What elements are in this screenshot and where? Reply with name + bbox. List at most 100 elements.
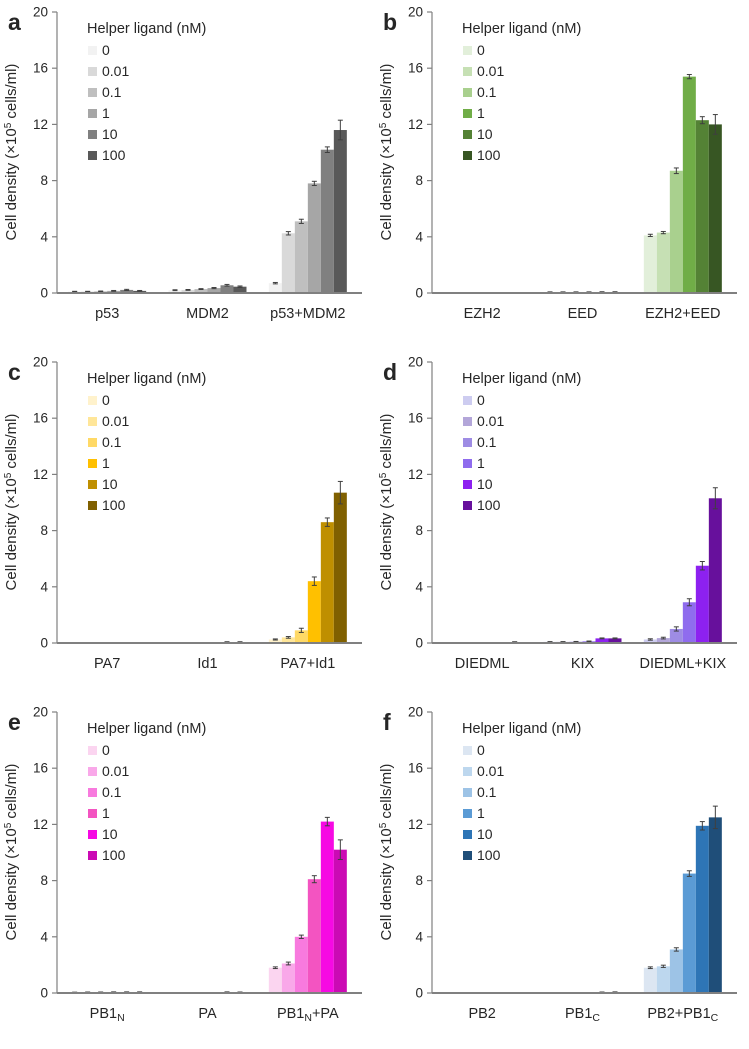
legend-swatch [88,501,97,510]
bar [669,170,683,293]
legend-label: 1 [102,455,110,471]
y-tick-label: 4 [40,929,48,944]
legend-label: 10 [102,476,118,492]
panel-a-chart: a 0 4 8 12 16 20 Cell density (×105 cells/ml) p5… [0,0,374,350]
category-label: EZH2+EED [645,306,720,322]
legend-swatch [88,767,97,776]
bar [307,183,321,293]
y-tick-label: 20 [408,355,423,370]
category-label: DIEDML+KIX [640,656,727,672]
bar [608,638,622,643]
legend-label: 10 [102,826,118,842]
legend-label: 100 [102,847,126,863]
bar [695,565,709,643]
legend-label: 0 [102,42,110,58]
y-tick-label: 12 [33,117,48,132]
y-tick-label: 8 [415,873,423,888]
legend-label: 10 [477,126,493,142]
bar [643,235,657,293]
legend-swatch [88,67,97,76]
y-axis-title: Cell density (×105 cells/ml) [3,414,20,591]
bar [133,290,147,293]
panel-letter: e [8,709,21,735]
bar [708,498,722,643]
bar [307,879,321,993]
bar [194,289,208,293]
panel-d-svg: d 0 4 8 12 16 20 Cell density (×105 cells/ml) DI… [378,355,737,672]
y-tick-label: 8 [40,173,48,188]
panel-letter: c [8,359,21,385]
legend-label: 0.01 [102,63,129,79]
legend-label: 0 [477,742,485,758]
legend-swatch [463,788,472,797]
bar [695,120,709,293]
legend-label: 0.1 [477,84,497,100]
legend-swatch [463,480,472,489]
legend-label: 10 [102,126,118,142]
legend-swatch [88,809,97,818]
panel-letter: a [8,9,21,35]
category-label: Id1 [197,656,217,672]
bar [181,289,195,293]
legend-label: 0.1 [102,784,122,800]
bar [107,290,121,293]
legend-label: 0.01 [102,413,129,429]
y-tick-label: 8 [415,523,423,538]
legend-swatch [88,459,97,468]
y-tick-label: 20 [33,705,48,720]
bar [220,285,234,293]
bar [233,286,247,293]
legend-label: 100 [102,497,126,513]
bar [281,963,295,993]
bar [695,825,709,993]
legend-swatch [88,438,97,447]
y-tick-label: 16 [33,61,48,76]
category-label: KIX [571,656,595,672]
panel-c-chart: c 0 4 8 12 16 20 Cell density (×105 cells/ml) PA… [0,350,374,700]
y-tick-label: 16 [408,411,423,426]
category-label: PA7+Id1 [280,656,335,672]
y-tick-label: 4 [415,929,423,944]
y-axis-title: Cell density (×105 cells/ml) [378,414,395,591]
bar [333,130,347,293]
bar [294,630,308,643]
bar [656,966,670,993]
y-tick-label: 12 [33,817,48,832]
category-label: PB1N+PA [277,1006,339,1024]
legend-swatch [88,830,97,839]
legend-swatch [463,830,472,839]
legend-swatch [88,130,97,139]
y-axis-title: Cell density (×105 cells/ml) [3,764,20,941]
legend-label: 0 [102,742,110,758]
legend-swatch [88,788,97,797]
bar [708,817,722,993]
bar [268,283,282,293]
panel-letter: d [383,359,397,385]
legend-label: 1 [477,805,485,821]
legend-swatch [463,746,472,755]
panel-f-svg: f 0 4 8 12 16 20 Cell density (×105 cells/ml) PB… [378,705,737,1024]
y-tick-label: 4 [40,579,48,594]
bar [281,637,295,643]
legend-label: 100 [477,847,501,863]
panel-e-chart: e 0 4 8 12 16 20 Cell density (×105 cells/ml) PB… [0,700,374,1049]
legend-swatch [88,46,97,55]
panel-c-svg: c 0 4 8 12 16 20 Cell density (×105 cells/ml) PA… [3,355,362,672]
legend-label: 1 [477,455,485,471]
panel-f-chart: f 0 4 8 12 16 20 Cell density (×105 cells/ml) PB… [375,700,749,1049]
legend-swatch [463,459,472,468]
legend-title: Helper ligand (nM) [87,371,206,387]
category-label: p53 [95,306,119,322]
legend-swatch [463,130,472,139]
y-tick-label: 16 [408,761,423,776]
category-label: PA [198,1006,217,1022]
legend-swatch [88,151,97,160]
y-tick-label: 8 [415,173,423,188]
legend-swatch [463,767,472,776]
legend-swatch [463,67,472,76]
legend-label: 0.01 [477,413,504,429]
legend-label: 0 [102,392,110,408]
legend-label: 10 [477,476,493,492]
bar [320,149,334,293]
